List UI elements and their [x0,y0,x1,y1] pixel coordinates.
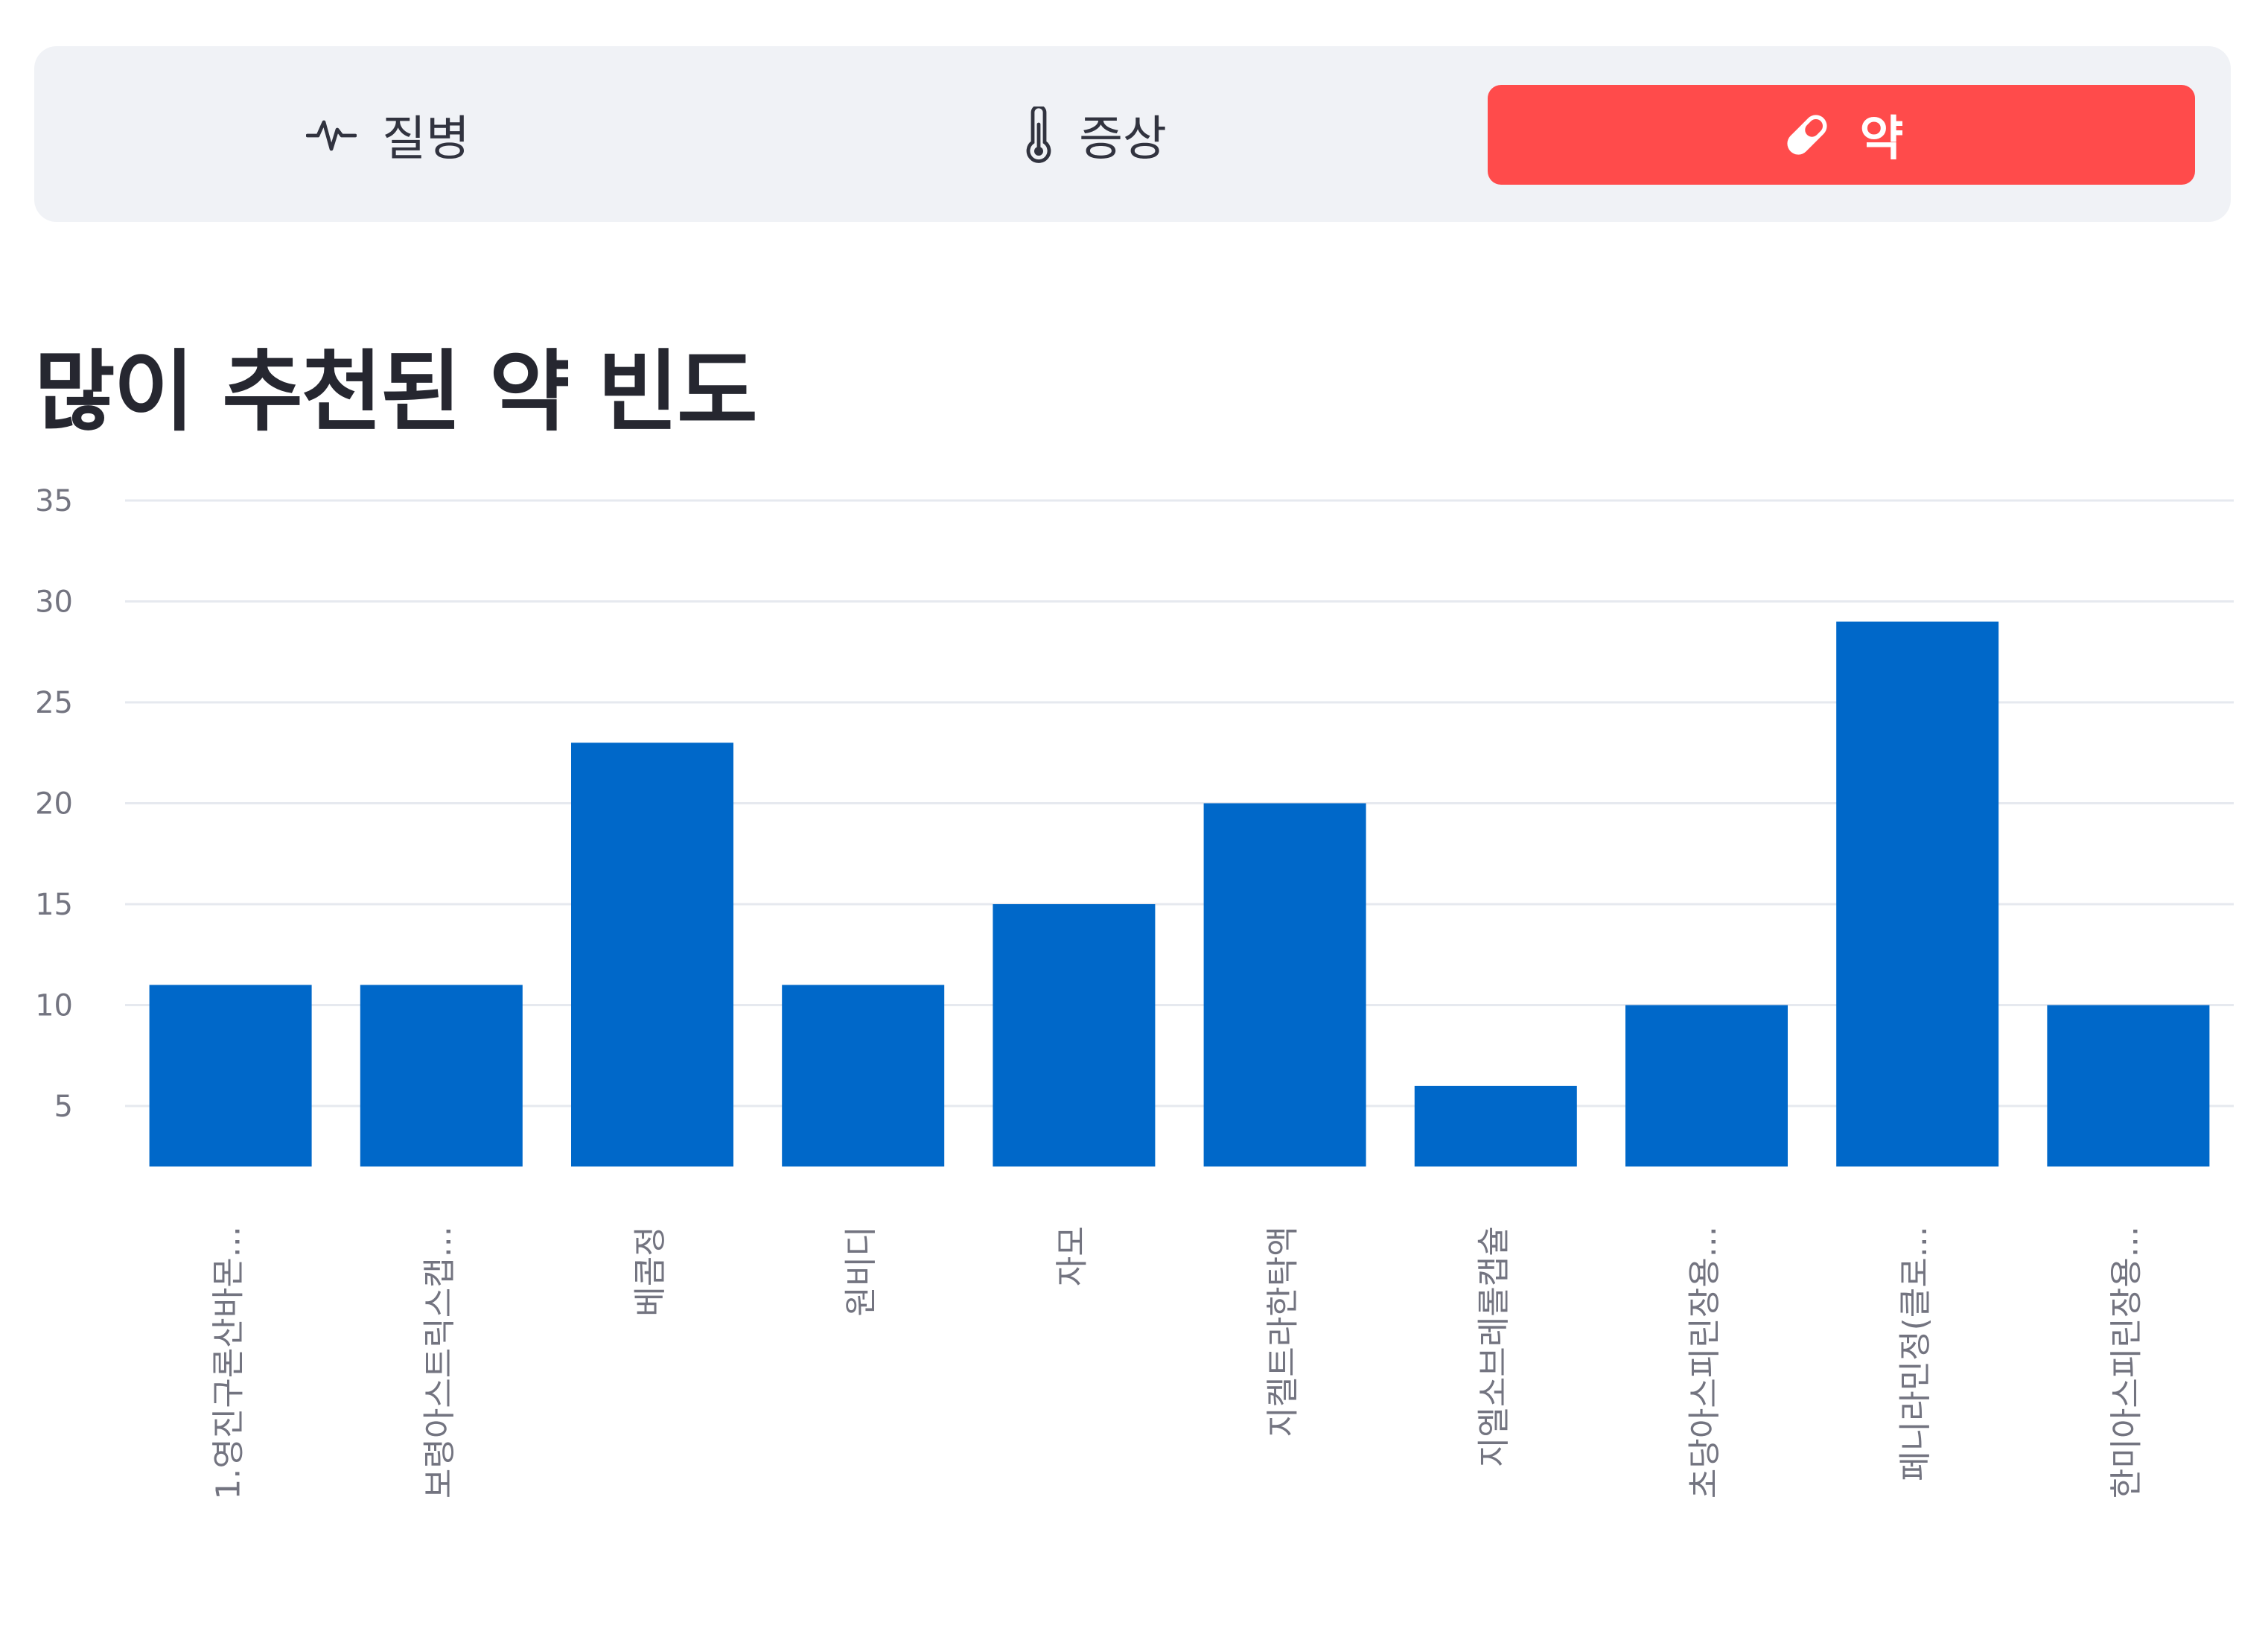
bar[interactable] [782,985,944,1166]
x-tick-label: 초당아스피린장용... [1686,1226,1724,1499]
x-tick-label: 1.영진구론산바몬... [210,1226,248,1499]
bar[interactable] [1836,622,1998,1167]
bar[interactable] [1204,804,1366,1167]
x-tick-label: 보령아스트릭스캡... [421,1226,459,1499]
y-tick-label: 15 [35,888,73,922]
bar[interactable] [360,985,523,1166]
bar[interactable] [1625,1005,1788,1167]
x-tick-label: 지켈트라한탁액 [1264,1226,1302,1437]
bar[interactable] [571,743,733,1166]
y-tick-label: 10 [35,989,73,1023]
x-tick-label: 한미아스피린장용... [2107,1226,2145,1499]
bar[interactable] [2047,1005,2209,1167]
y-tick-label: 5 [54,1090,73,1124]
x-tick-label: 자모 [1053,1226,1091,1286]
x-tick-label: 지엘소브레롤캡슐 [1475,1226,1513,1467]
y-tick-label: 25 [35,686,73,720]
y-tick-label: 35 [35,484,73,518]
bar[interactable] [993,904,1155,1166]
x-tick-label: 페니라민정(클로... [1896,1226,1934,1481]
bar[interactable] [1415,1086,1577,1166]
y-tick-label: 20 [35,787,73,822]
x-tick-label: 베콤정 [631,1226,669,1316]
x-tick-label: 원비디 [842,1226,880,1316]
bar[interactable] [150,985,312,1166]
y-tick-label: 30 [35,585,73,620]
